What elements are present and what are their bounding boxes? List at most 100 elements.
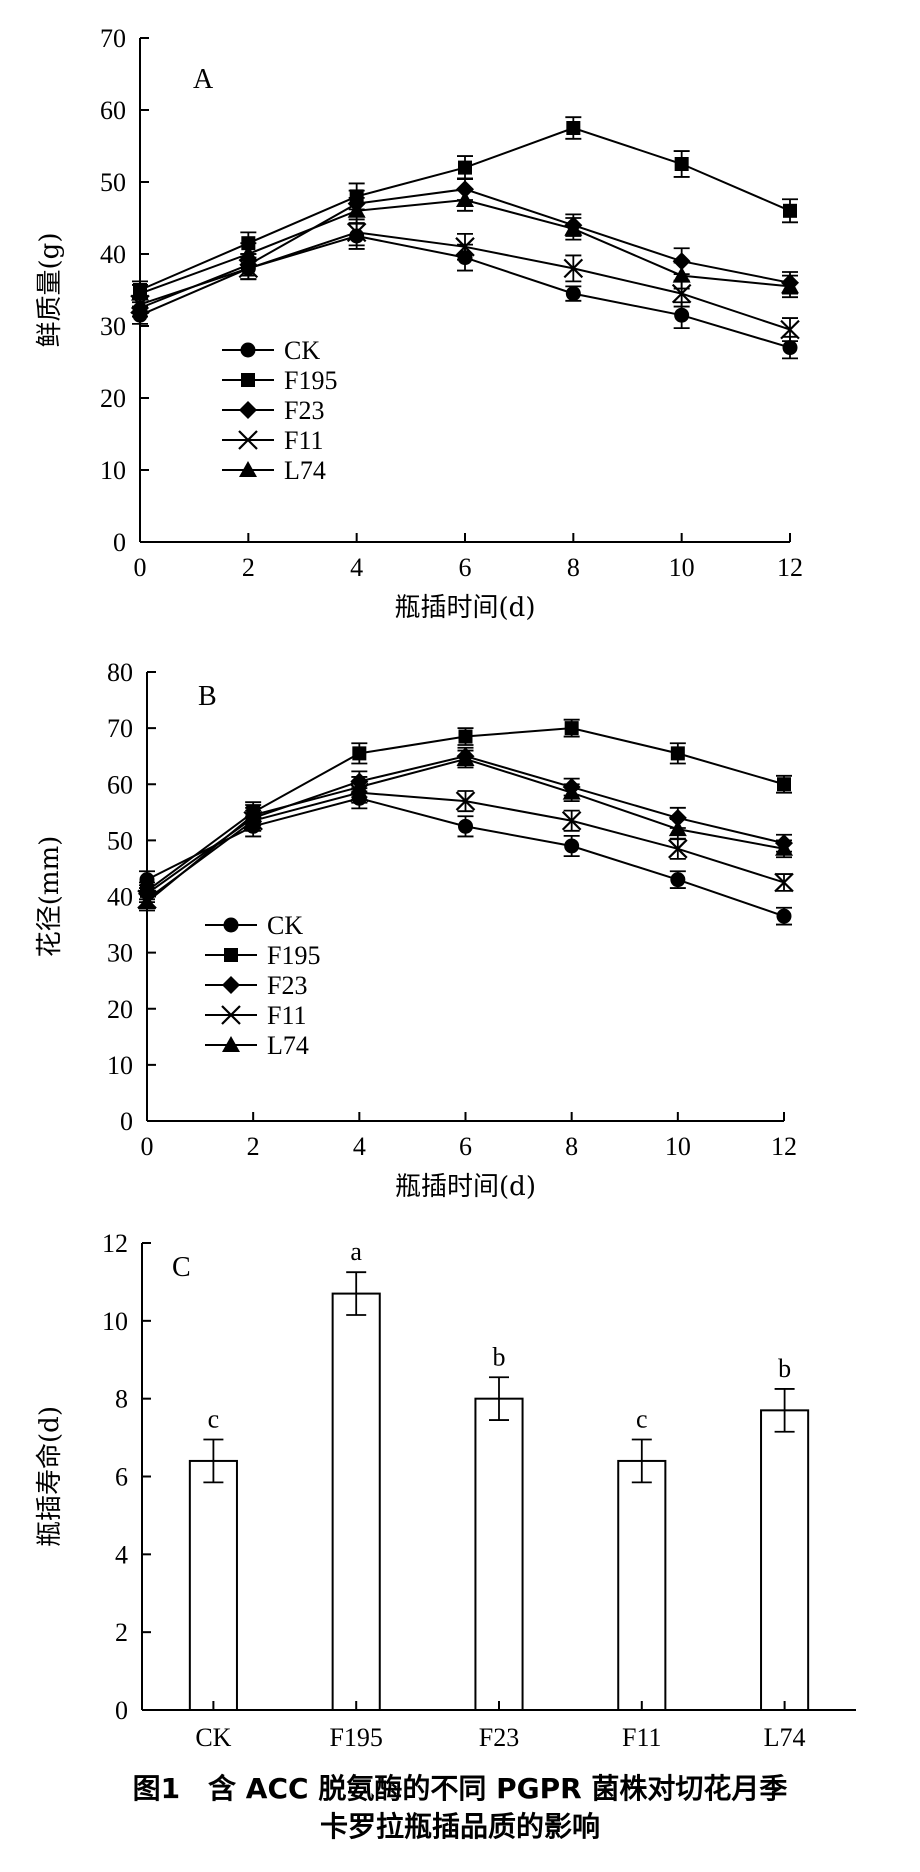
legend-label: L74 [284,456,326,485]
legend-marker-ck [240,342,256,358]
bar-l74 [760,1409,810,1711]
y-tick-label: 20 [100,384,126,413]
legend-marker-f23 [239,401,257,419]
data-point-ck [776,908,792,924]
y-tick-label: 50 [100,168,126,197]
data-point-ck [565,286,581,302]
data-point-f11 [671,283,692,304]
legend-item-f195: F195 [222,366,337,395]
legend-item-l74: L74 [222,456,326,485]
bar-ck [188,1459,238,1712]
legend-marker-f195 [241,373,255,387]
legend-label: F11 [284,426,324,455]
legend-item-ck: CK [205,911,303,940]
legend-item-f11: F11 [222,426,324,455]
data-point-ck [139,872,155,888]
data-point-ck [674,307,690,323]
data-point-f11 [455,237,475,257]
legend-marker-ck [223,917,239,933]
data-point-f23 [668,808,687,827]
error-bar [774,1388,795,1433]
caption-line-2: 卡罗拉瓶插品质的影响 [319,1810,600,1843]
y-axis-title: 鲜质量(g) [35,233,65,348]
y-tick-label: 20 [107,995,133,1024]
x-tick-label: F23 [479,1723,519,1752]
data-point-f195 [566,121,581,135]
legend-label: F23 [284,396,324,425]
legend-marker-f195 [224,948,238,962]
data-point-f23 [672,252,691,271]
data-point-f11 [774,872,794,893]
data-point-l74 [668,820,687,837]
legend-marker-f23 [222,976,240,994]
legend-item-f23: F23 [205,971,307,1000]
y-tick-label: 4 [115,1540,128,1569]
data-point-f195 [777,777,791,792]
data-point-f195 [674,157,689,171]
legend-item-f195: F195 [205,941,320,970]
x-tick-label: 12 [777,553,803,582]
data-point-f195 [458,160,472,175]
legend-label: CK [284,336,320,365]
panel-a-chart: 0 10 20 30 40 50 60 70 0 2 4 6 8 10 12 瓶插时间(d) 鲜质量(g) A CK… [35,24,803,623]
x-tick-label: 2 [247,1132,260,1161]
significance-label: c [636,1405,648,1434]
data-point-f195 [458,729,473,744]
y-tick-label: 60 [100,96,126,125]
legend-marker-f11 [238,430,258,450]
series-l74 [131,188,799,304]
data-point-f195 [783,203,797,218]
significance-label: b [778,1354,791,1383]
bar-group-ck: c CK [188,1405,238,1752]
x-tick-label: 4 [353,1132,366,1161]
legend-item-f23: F23 [222,396,324,425]
x-tick-label: 2 [242,553,255,582]
data-point-f11 [346,222,367,243]
y-tick-label: 0 [120,1107,133,1136]
figure-caption: 图1 含 ACC 脱氨酶的不同 PGPR 菌株对切花月季 卡罗拉瓶插品质的影响 [0,1770,920,1846]
panel-c-chart: 0 2 4 6 8 10 12 瓶插寿命(d) Cc CK a F195 b F23 c F11 b L74 [35,1229,856,1752]
legend-label: CK [267,911,303,940]
bar-group-f195: a F195 [329,1237,382,1752]
data-point-l74 [239,245,258,261]
bar-group-f11: c F11 [617,1405,667,1752]
y-tick-label: 70 [100,24,126,53]
y-tick-label: 30 [107,939,133,968]
error-bar [489,1376,509,1421]
data-point-l74 [781,277,799,294]
legend-label: F23 [267,971,307,1000]
y-axis-title: 花径(mm) [35,836,65,958]
legend-item-l74: L74 [205,1031,309,1060]
y-axis-title: 瓶插寿命(d) [35,1406,65,1547]
y-tick-label: 50 [107,826,133,855]
data-point-l74 [562,783,581,800]
legend-label: F195 [267,941,320,970]
error-bar [631,1438,652,1484]
data-point-l74 [138,893,156,910]
data-point-l74 [456,191,474,207]
x-tick-label: 4 [350,553,363,582]
y-tick-label: 10 [107,1051,133,1080]
x-tick-label: 10 [665,1132,691,1161]
data-point-f11 [561,810,582,831]
series-l74 [138,749,793,912]
data-point-ck [670,872,686,888]
caption-line-1: 图1 含 ACC 脱氨酶的不同 PGPR 菌株对切花月季 [132,1772,788,1805]
legend-label: L74 [267,1031,309,1060]
data-point-f11 [238,258,259,279]
data-point-ck [564,838,580,854]
data-point-f195 [352,746,367,761]
y-tick-label: 12 [102,1229,128,1258]
bar-f195 [331,1292,381,1711]
y-tick-label: 60 [107,770,133,799]
data-point-f11 [455,791,476,811]
y-tick-label: 10 [102,1307,128,1336]
data-point-f195 [564,721,579,736]
x-tick-label: 10 [669,553,695,582]
data-point-l74 [244,806,263,823]
data-point-f11 [563,258,584,279]
data-point-l74 [775,839,793,856]
bar-f23 [474,1397,524,1711]
y-tick-label: 30 [100,312,126,341]
